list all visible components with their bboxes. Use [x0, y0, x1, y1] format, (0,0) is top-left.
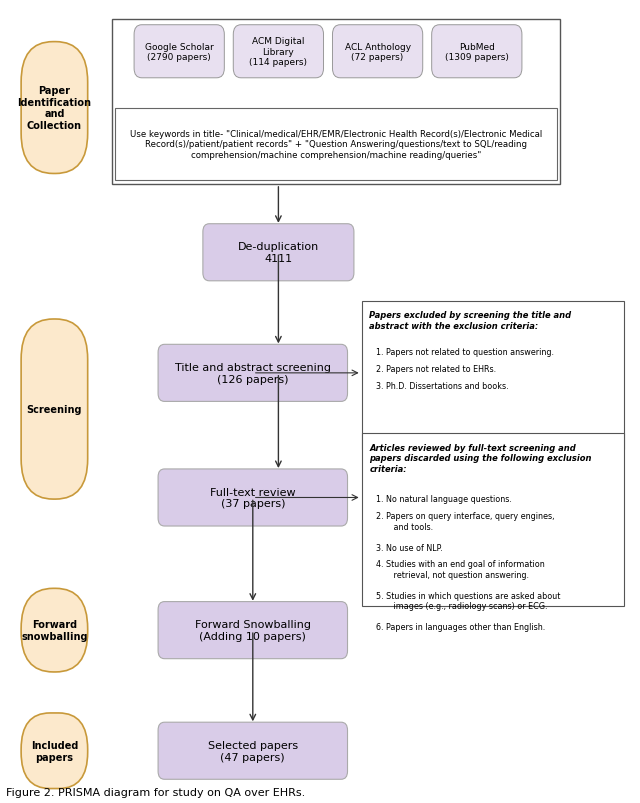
Bar — [362, 434, 624, 606]
Text: Papers excluded by screening the title and
abstract with the exclusion criteria:: Papers excluded by screening the title a… — [369, 311, 572, 330]
Text: ACM Digital
Library
(114 papers): ACM Digital Library (114 papers) — [250, 37, 307, 67]
FancyBboxPatch shape — [158, 345, 348, 402]
FancyBboxPatch shape — [21, 713, 88, 789]
FancyBboxPatch shape — [134, 26, 225, 79]
FancyBboxPatch shape — [21, 589, 88, 672]
FancyBboxPatch shape — [21, 43, 88, 174]
Text: ACL Anthology
(72 papers): ACL Anthology (72 papers) — [344, 43, 411, 62]
Text: Selected papers
(47 papers): Selected papers (47 papers) — [208, 740, 298, 761]
Text: Forward Snowballing
(Adding 10 papers): Forward Snowballing (Adding 10 papers) — [195, 620, 311, 641]
Text: 1. No natural language questions.: 1. No natural language questions. — [376, 495, 511, 503]
FancyBboxPatch shape — [21, 320, 88, 499]
Text: Full-text review
(37 papers): Full-text review (37 papers) — [210, 487, 296, 508]
Text: 6. Papers in languages other than English.: 6. Papers in languages other than Englis… — [376, 622, 545, 631]
Text: PubMed
(1309 papers): PubMed (1309 papers) — [445, 43, 509, 62]
Text: 4. Studies with an end goal of information
       retrieval, not question answer: 4. Studies with an end goal of informati… — [376, 560, 545, 579]
Text: Figure 2. PRISMA diagram for study on QA over EHRs.: Figure 2. PRISMA diagram for study on QA… — [6, 787, 306, 797]
FancyBboxPatch shape — [432, 26, 522, 79]
Bar — [115, 108, 557, 181]
Bar — [362, 301, 624, 450]
Text: 3. No use of NLP.: 3. No use of NLP. — [376, 543, 442, 552]
Text: 5. Studies in which questions are asked about
       images (e.g., radiology sca: 5. Studies in which questions are asked … — [376, 591, 560, 610]
FancyBboxPatch shape — [203, 224, 354, 281]
FancyBboxPatch shape — [333, 26, 422, 79]
Text: Paper
Identification
and
Collection: Paper Identification and Collection — [17, 86, 92, 131]
Text: 2. Papers not related to EHRs.: 2. Papers not related to EHRs. — [376, 365, 496, 373]
Text: Title and abstract screening
(126 papers): Title and abstract screening (126 papers… — [175, 363, 331, 384]
Text: 2. Papers on query interface, query engines,
       and tools.: 2. Papers on query interface, query engi… — [376, 512, 554, 531]
Text: 1. Papers not related to question answering.: 1. Papers not related to question answer… — [376, 348, 554, 357]
Text: Included
papers: Included papers — [31, 740, 78, 761]
Text: 3. Ph.D. Dissertations and books.: 3. Ph.D. Dissertations and books. — [376, 381, 508, 390]
FancyBboxPatch shape — [158, 602, 348, 658]
Text: Use keywords in title- "Clinical/medical/EHR/EMR/Electronic Health Record(s)/Ele: Use keywords in title- "Clinical/medical… — [130, 129, 542, 160]
Text: Google Scholar
(2790 papers): Google Scholar (2790 papers) — [145, 43, 214, 62]
Text: Articles reviewed by full-text screening and
papers discarded using the followin: Articles reviewed by full-text screening… — [369, 443, 592, 473]
FancyBboxPatch shape — [234, 26, 324, 79]
FancyBboxPatch shape — [158, 723, 348, 779]
Bar — [112, 20, 560, 185]
Text: Forward
snowballing: Forward snowballing — [21, 620, 88, 641]
Text: Screening: Screening — [27, 405, 82, 414]
Text: De-duplication
4111: De-duplication 4111 — [238, 243, 319, 263]
FancyBboxPatch shape — [158, 469, 348, 527]
